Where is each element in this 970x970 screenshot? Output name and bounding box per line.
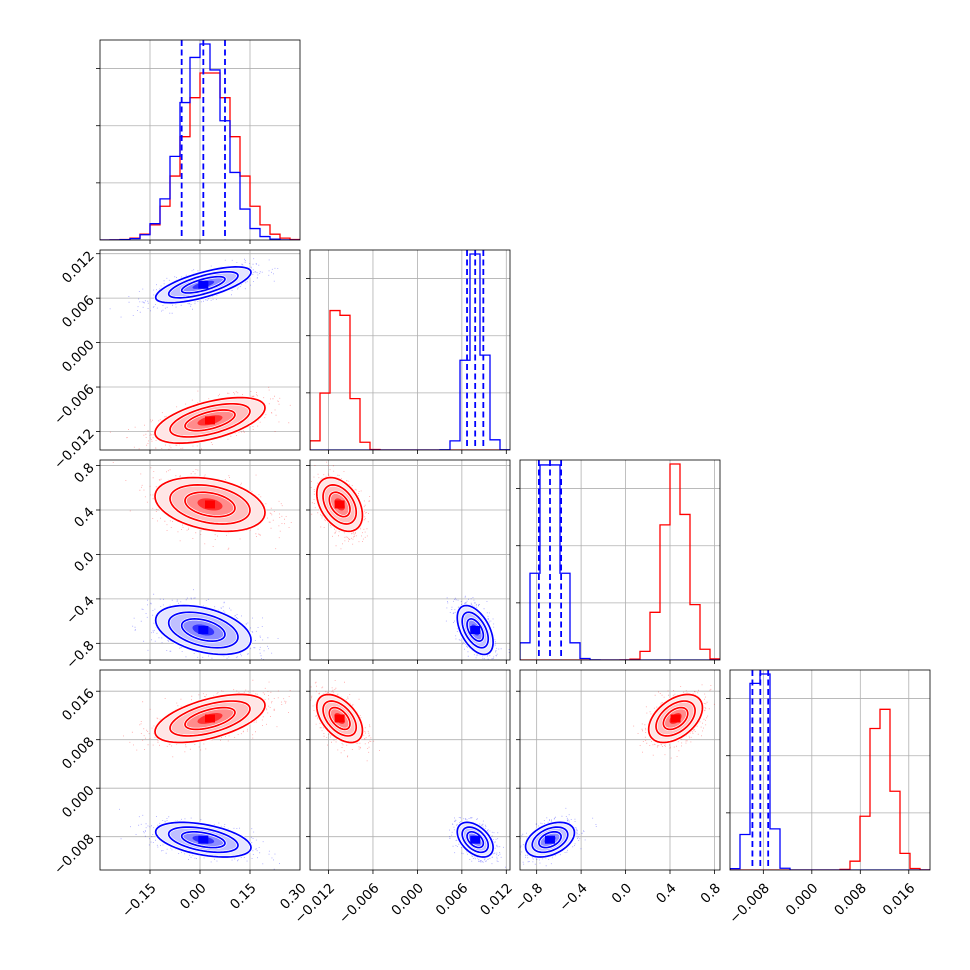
density-peak (670, 714, 681, 723)
histogram-series-0 (730, 708, 930, 870)
contour-level-1 (169, 484, 251, 525)
contour-level-2 (180, 275, 226, 294)
histogram-panel-2 (516, 459, 721, 664)
contour-level-2 (180, 618, 226, 642)
y-tick-label: 0.000 (59, 337, 98, 376)
density-peak (470, 835, 481, 844)
density-peak (205, 500, 215, 509)
density-peak (470, 626, 481, 634)
contour-level-2 (180, 830, 226, 849)
contour-level-0 (315, 476, 364, 533)
panel-frame (309, 459, 511, 661)
contour-level-1 (167, 270, 239, 299)
contour-level-0 (456, 604, 494, 656)
contour-level-2 (184, 409, 236, 432)
y-tick-label: −0.008 (51, 831, 98, 878)
contour-level-0 (154, 604, 252, 656)
contour-level-1 (167, 826, 239, 854)
density-peak (205, 416, 215, 425)
density-peak (205, 714, 215, 723)
scatter-panel-3-1: −0.012−0.006 0.000 0.006 0.012 (291, 669, 516, 927)
panel-frame (309, 669, 511, 871)
x-tick-label: 0.0 (609, 880, 636, 907)
x-tick-label: 0.000 (783, 880, 822, 919)
contour-level-0 (154, 396, 266, 445)
x-tick-label: 0.8 (698, 880, 725, 907)
density-peak (334, 714, 345, 723)
x-tick-label: 0.4 (653, 880, 680, 907)
y-tick-label: −0.4 (63, 593, 97, 627)
contour-level-1 (531, 826, 569, 854)
x-tick-label: 0.000 (388, 880, 427, 919)
contour-level-2 (184, 491, 236, 518)
contour-level-1 (322, 484, 358, 525)
scatter-panel-3-2: −0.8 −0.4 0.0 0.4 0.8 (512, 669, 725, 915)
histogram-panel-1 (306, 249, 511, 454)
x-tick-label: −0.006 (336, 880, 383, 927)
contour-level-1 (167, 611, 239, 649)
contour-level-0 (154, 693, 266, 744)
x-tick-label: −0.4 (556, 880, 590, 914)
density-peak (334, 500, 345, 509)
contour-level-0 (154, 821, 252, 858)
contour-level-1 (655, 700, 696, 737)
panel-frame (519, 459, 721, 661)
x-tick-label: 0.008 (831, 880, 870, 919)
contour-level-1 (461, 611, 490, 649)
y-tick-label: −0.006 (51, 381, 98, 428)
contour-level-1 (169, 402, 251, 438)
contour-level-0 (315, 693, 364, 744)
contour-level-0 (154, 476, 266, 533)
contour-level-2 (538, 830, 562, 849)
y-tick-label: 0.8 (71, 460, 98, 487)
contour-level-1 (169, 700, 251, 737)
x-tick-label: −0.15 (119, 880, 160, 921)
x-tick-label: 0.016 (880, 880, 919, 919)
histogram-series-1 (310, 253, 510, 450)
x-tick-label: 0.15 (227, 880, 260, 913)
contour-level-0 (647, 693, 704, 744)
contour-level-2 (662, 706, 689, 731)
x-tick-label: 0.006 (433, 880, 472, 919)
histogram-series-0 (520, 463, 720, 660)
y-tick-label: 0.008 (59, 734, 98, 773)
contour-level-1 (461, 826, 490, 854)
contour-level-2 (466, 830, 485, 849)
histogram-series-1 (100, 43, 300, 240)
y-tick-label: 0.4 (71, 504, 98, 531)
histogram-panel-0 (96, 39, 301, 244)
panel-frame (729, 669, 931, 871)
scatter-panel-2-1 (306, 459, 511, 664)
histogram-panel-3: −0.008 0.000 0.008 0.016 (726, 669, 931, 927)
contour-level-0 (154, 266, 252, 304)
y-tick-label: 0.006 (59, 292, 98, 331)
contour-level-2 (328, 491, 351, 518)
x-tick-label: 0.012 (477, 880, 516, 919)
contour-level-2 (184, 706, 236, 731)
contour-level-0 (456, 821, 494, 858)
y-tick-label: 0.0 (71, 549, 98, 576)
contour-level-2 (466, 618, 485, 642)
panel-frame (309, 249, 511, 451)
x-tick-label: 0.00 (177, 880, 210, 913)
y-tick-label: −0.8 (63, 638, 97, 672)
density-peak (545, 835, 555, 844)
panel-frame (519, 669, 721, 871)
density-peak (198, 280, 209, 289)
contour-level-0 (524, 821, 576, 858)
y-tick-label: 0.016 (59, 686, 98, 725)
density-peak (198, 835, 209, 844)
contour-level-2 (328, 706, 351, 731)
contour-level-1 (322, 700, 358, 737)
y-tick-label: 0.000 (59, 783, 98, 822)
scatter-panel-2-0: −0.8 −0.4 0.0 0.4 0.8 (63, 459, 301, 672)
x-tick-label: −0.008 (726, 880, 773, 927)
x-tick-label: −0.8 (512, 880, 546, 914)
density-peak (198, 626, 209, 634)
y-tick-label: 0.012 (59, 248, 98, 287)
